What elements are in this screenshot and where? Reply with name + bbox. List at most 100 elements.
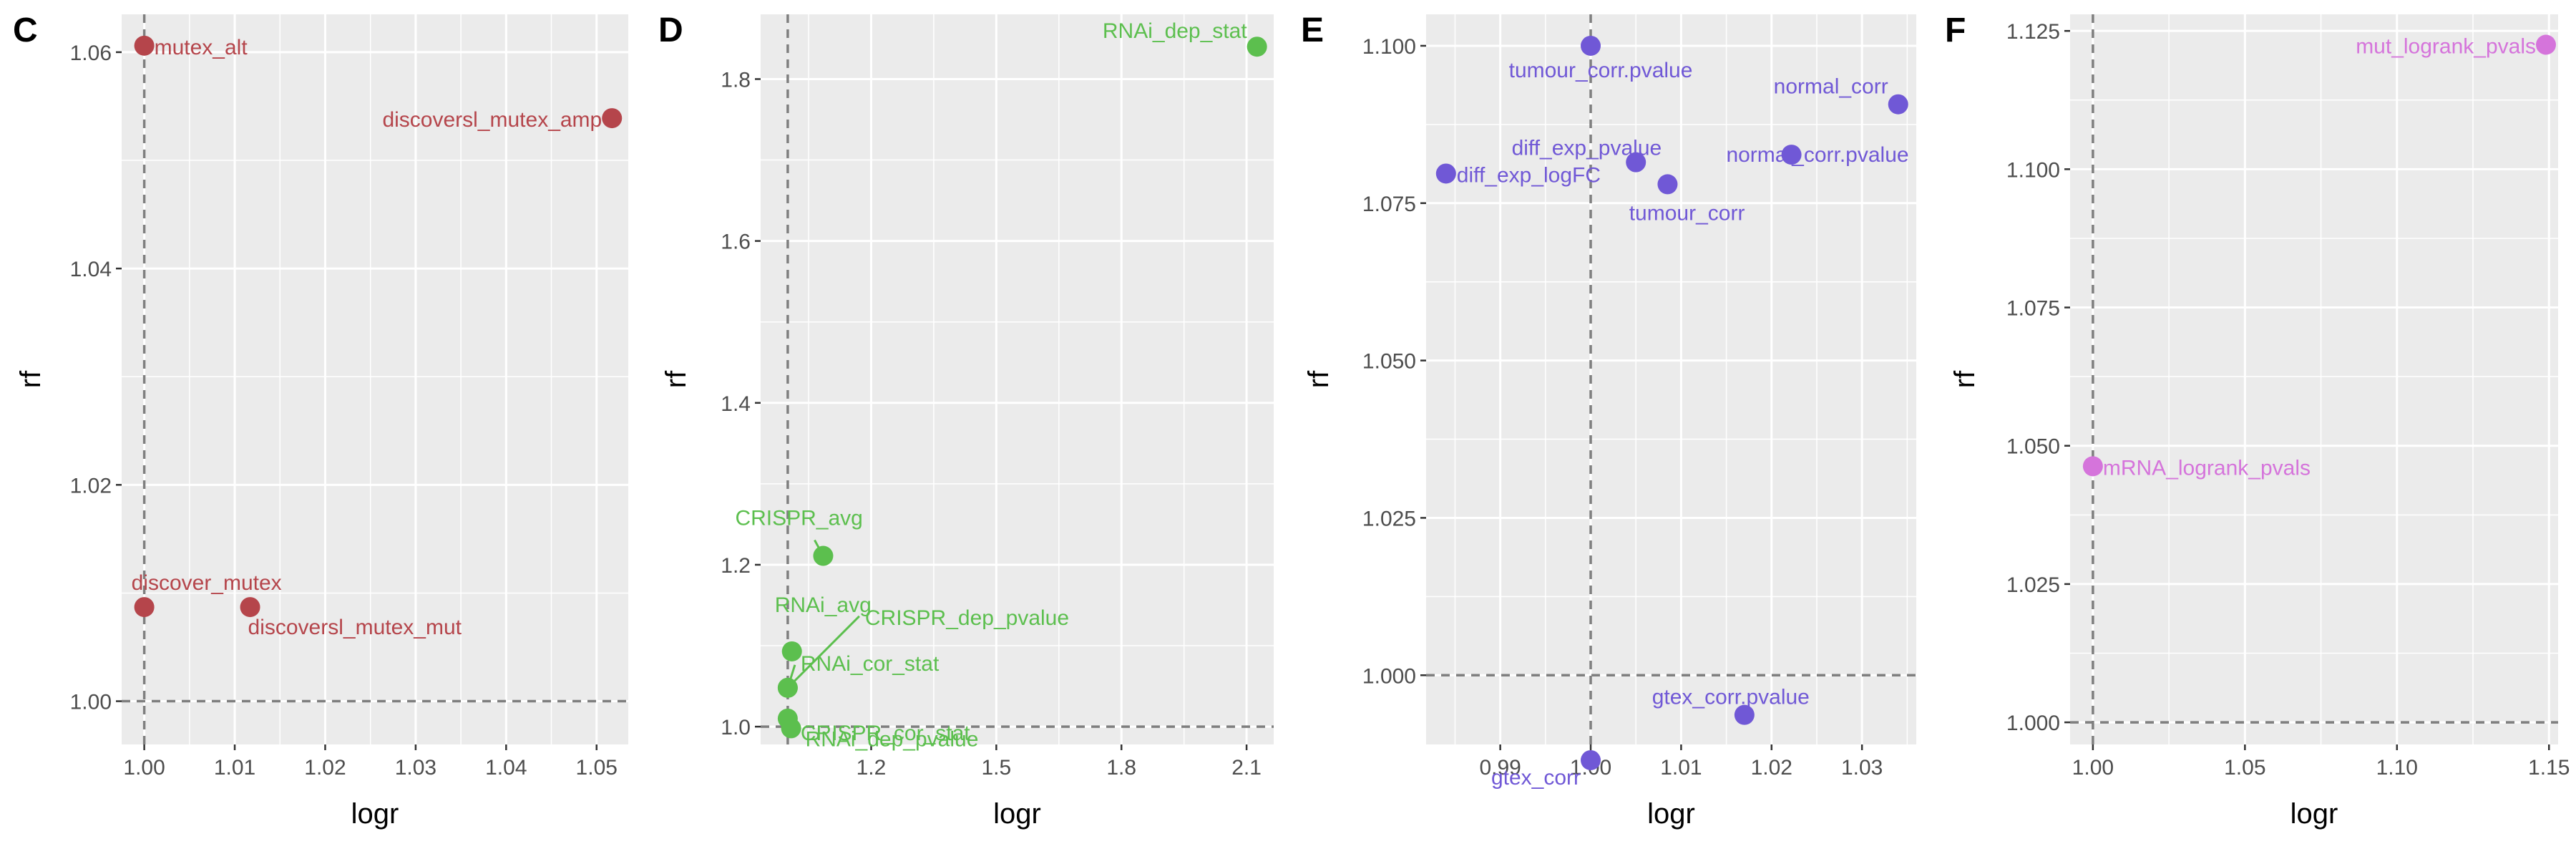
data-point (2082, 456, 2103, 477)
x-tick-label: 1.03 (395, 756, 436, 780)
x-tick-label: 1.02 (304, 756, 346, 780)
y-axis-title: rf (660, 370, 692, 388)
data-point (1581, 35, 1601, 56)
x-tick-label: 1.5 (981, 756, 1011, 780)
x-tick-label: 1.02 (1751, 756, 1792, 780)
x-axis-title: logr (2290, 798, 2338, 830)
data-point (1581, 749, 1601, 770)
x-tick-label: 1.01 (214, 756, 255, 780)
point-label: diff_exp_logFC (1457, 163, 1601, 187)
point-label: RNAi_avg (775, 593, 872, 617)
y-tick-label: 1.050 (1362, 350, 1416, 374)
data-point (781, 641, 802, 661)
data-point (134, 597, 155, 618)
panel-f: 1.00 1.05 1.10 1.15 1.000 1.025 1.050 1.075 1.10… (1945, 11, 2570, 830)
label-leader-line (786, 615, 860, 689)
data-point (1626, 152, 1646, 173)
panel-c: 1.00 1.01 1.02 1.03 1.04 1.05 1.00 1.02 1.04 1.06… (13, 11, 628, 830)
y-tick-label: 1.025 (1362, 507, 1416, 530)
point-label: mRNA_logrank_pvals (2103, 456, 2311, 480)
point-label: RNAi_dep_stat (1103, 19, 1247, 43)
plot-background (122, 14, 628, 744)
panel-letter: E (1301, 11, 1324, 49)
x-tick-label: 1.03 (1841, 756, 1883, 780)
point-label: normal_corr.pvalue (1726, 143, 1908, 167)
x-axis-title: logr (351, 798, 399, 830)
plot-background (1426, 14, 1916, 744)
point-label: gtex_corr.pvalue (1652, 686, 1810, 709)
x-tick-label: 1.8 (1106, 756, 1136, 780)
x-tick-label: 1.15 (2528, 756, 2570, 780)
panel-letter: D (658, 11, 683, 49)
y-tick-label: 1.000 (1362, 664, 1416, 688)
point-label: gtex_corr (1491, 766, 1581, 790)
data-point (1781, 145, 1802, 165)
plot-background (2070, 14, 2558, 744)
data-point (1888, 94, 1908, 115)
panel-letter: C (13, 11, 38, 49)
x-tick-label: 1.01 (1660, 756, 1702, 780)
point-label: CRISPR_dep_pvalue (865, 606, 1069, 630)
point-label: tumour_corr (1629, 201, 1745, 225)
point-label: mutex_alt (155, 36, 248, 59)
y-tick-label: 1.06 (70, 42, 112, 65)
panel-e: 0.991.001.011.021.031.0001.0251.0501.075… (1301, 11, 1916, 830)
data-point (134, 35, 155, 56)
y-tick-label: 1.125 (2006, 20, 2060, 44)
y-tick-label: 1.2 (721, 554, 751, 578)
data-point (777, 677, 798, 698)
data-point (1657, 174, 1678, 195)
data-point (813, 545, 834, 566)
y-tick-label: 1.050 (2006, 435, 2060, 459)
x-tick-label: 1.04 (485, 756, 527, 780)
y-tick-label: 1.000 (2006, 712, 2060, 735)
point-label: discover_mutex (132, 571, 282, 595)
y-tick-label: 1.100 (2006, 158, 2060, 182)
y-tick-label: 1.02 (70, 474, 112, 498)
point-label: CRISPR_avg (735, 507, 862, 530)
data-point (1246, 37, 1267, 57)
y-tick-label: 1.100 (1362, 35, 1416, 59)
x-tick-label: 1.00 (2072, 756, 2114, 780)
data-point (2536, 34, 2557, 55)
x-tick-label: 0.99 (1479, 756, 1521, 780)
panel-letter: F (1945, 11, 1966, 49)
y-tick-label: 1.8 (721, 68, 751, 92)
data-point (781, 718, 801, 739)
data-point (602, 108, 623, 129)
x-tick-label: 1.2 (857, 756, 887, 780)
y-tick-label: 1.4 (721, 392, 751, 416)
y-tick-label: 1.04 (70, 258, 112, 281)
x-tick-label: 1.05 (2224, 756, 2265, 780)
y-tick-label: 1.025 (2006, 573, 2060, 597)
point-label: tumour_corr.pvalue (1509, 59, 1693, 82)
point-label: mut_logrank_pvals (2356, 35, 2536, 59)
point-label: normal_corr (1774, 75, 1888, 99)
point-label: discoversl_mutex_mut (248, 616, 462, 639)
point-label: diff_exp_pvalue (1512, 137, 1662, 160)
x-tick-label: 2.1 (1231, 756, 1262, 780)
data-point (1734, 704, 1755, 725)
y-axis-title: rf (1303, 370, 1335, 388)
x-tick-label: 1.10 (2376, 756, 2418, 780)
data-point (240, 597, 260, 618)
point-label: RNAi_cor_stat (801, 652, 940, 676)
point-label: discoversl_mutex_amp (382, 108, 602, 132)
x-tick-label: 1.05 (576, 756, 618, 780)
y-tick-label: 1.00 (70, 691, 112, 714)
x-axis-title: logr (1647, 798, 1695, 830)
y-tick-label: 1.075 (2006, 297, 2060, 321)
plot-background (761, 14, 1274, 744)
y-tick-label: 1.6 (721, 230, 751, 254)
x-axis-title: logr (993, 798, 1041, 830)
x-tick-label: 1.00 (123, 756, 165, 780)
y-axis-title: rf (1949, 370, 1981, 388)
y-tick-label: 1.075 (1362, 193, 1416, 216)
data-point (1435, 163, 1456, 184)
point-label: CRISPR_cor_stat (801, 722, 970, 745)
panel-d: 1.2 1.5 1.8 2.1 1.0 1.2 1.4 1.6 1.8 logr rf D RNAi_d… (658, 11, 1274, 830)
y-axis-title: rf (15, 370, 47, 388)
y-tick-label: 1.0 (721, 716, 751, 739)
point-label: RNAi_dep_pvalue (806, 727, 979, 751)
